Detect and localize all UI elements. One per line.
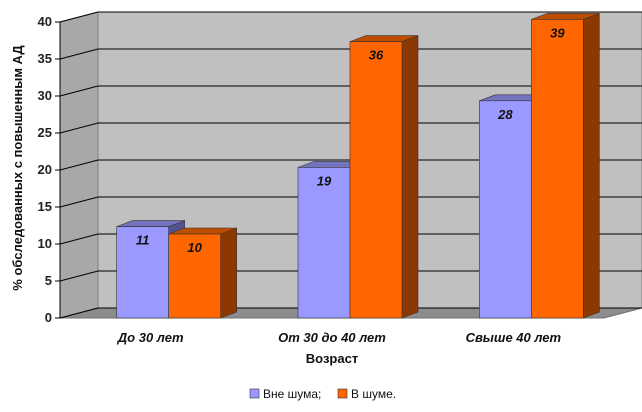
bar-front: [168, 233, 221, 319]
gridline: [59, 233, 642, 245]
y-tick-label: 35: [38, 51, 52, 66]
bar-side: [401, 35, 419, 319]
bar: 36: [349, 35, 419, 319]
legend-label: В шуме.: [351, 387, 396, 401]
bar-front: [297, 167, 351, 319]
y-axis-title: % обследованных с повышенным АД: [10, 45, 25, 291]
legend-swatch: [337, 388, 348, 399]
y-tick-label: 20: [38, 162, 52, 177]
gridline: [59, 48, 642, 60]
x-tick-label: От 30 до 40 лет: [278, 330, 386, 345]
y-tick-label: 25: [38, 125, 52, 140]
y-tick-label: 5: [45, 273, 52, 288]
bars: 11 10 19 36 28 39: [116, 12, 600, 319]
x-tick-label: Свыше 40 лет: [466, 330, 562, 345]
y-tick-label: 40: [38, 14, 52, 29]
y-tick-label: 15: [38, 199, 52, 214]
y-tick-label: 10: [38, 236, 52, 251]
gridline: [59, 85, 642, 97]
bar: 39: [531, 12, 600, 319]
legend-item: В шуме.: [337, 387, 396, 401]
bar-front: [479, 100, 532, 319]
legend: Вне шума; В шуме.: [249, 387, 396, 401]
bar: 10: [168, 227, 237, 319]
bar-front: [349, 41, 403, 319]
x-tick-label: До 30 лет: [117, 330, 184, 345]
bar-front: [116, 226, 169, 319]
data-label: 39: [550, 25, 565, 40]
x-tick-labels: До 30 лет От 30 до 40 лет Свыше 40 лет: [117, 330, 562, 345]
bar-side: [583, 12, 600, 319]
gridline: [59, 196, 642, 208]
y-tick-labels: 0 5 10 15 20 25 30 35 40: [38, 14, 52, 325]
gridline: [59, 122, 642, 134]
data-label: 11: [136, 233, 150, 248]
x-axis-title: Возраст: [306, 351, 358, 366]
y-tick-label: 0: [45, 310, 52, 325]
gridline: [59, 270, 642, 282]
legend-label: Вне шума;: [263, 387, 321, 401]
data-label: 28: [497, 107, 513, 122]
bar-front: [531, 19, 584, 319]
gridlines: [55, 11, 642, 319]
gridline: [59, 159, 642, 171]
data-label: 36: [369, 48, 384, 63]
gridline: [59, 11, 642, 23]
data-label: 10: [187, 240, 202, 255]
legend-swatch: [249, 388, 260, 399]
bar-side: [220, 227, 237, 319]
gridline: [59, 307, 642, 319]
legend-item: Вне шума;: [249, 387, 321, 401]
y-tick-label: 30: [38, 88, 52, 103]
data-label: 19: [317, 173, 332, 188]
